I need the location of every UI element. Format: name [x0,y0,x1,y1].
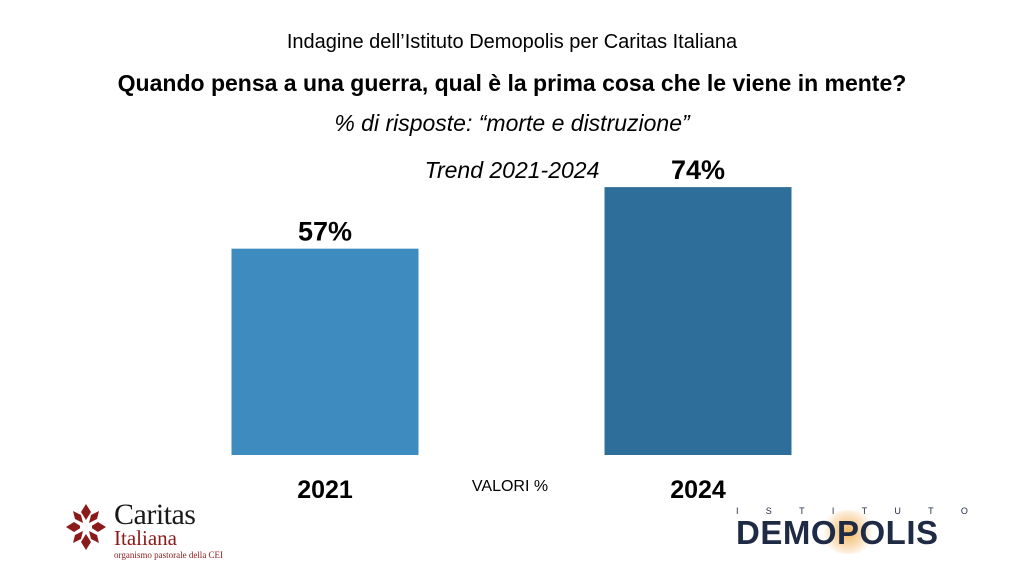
demopolis-logo-name: DEMOPOLIS [736,514,939,551]
caritas-logo-sub: Italiana [114,526,177,550]
demopolis-prefix-letter: O [960,506,968,516]
category-label: 2024 [670,476,726,504]
caritas-logo-tagline: organismo pastorale della CEI [114,550,224,560]
chart-title: Quando pensa a una guerra, qual è la pri… [117,70,907,96]
caritas-cross-icon [66,504,106,550]
demopolis-prefix-letter: T [928,506,934,516]
bar-value-label: 57% [298,217,352,247]
bar-2021 [231,248,419,455]
unit-note: VALORI % [471,478,549,495]
demopolis-prefix-letter: I [831,506,835,516]
demopolis-prefix-letter: U [894,506,901,516]
demopolis-prefix-letter: S [765,506,772,516]
category-label: 2021 [297,476,353,504]
chart-subtitle: % di risposte: “morte e distruzione” [334,110,690,136]
caritas-logo: Caritas Italiana organismo pastorale del… [64,498,244,564]
bar-2024 [604,187,792,455]
demopolis-logo: I S T I T U T O DEMOPOLIS [736,506,972,556]
caritas-logo-name: Caritas [114,498,196,531]
survey-source: Indagine dell’Istituto Demopolis per Car… [286,31,738,53]
trend-label: Trend 2021-2024 [424,157,600,183]
demopolis-glow-icon [820,510,876,554]
demopolis-prefix-letter: T [799,506,805,516]
demopolis-prefix-letter: T [861,506,868,516]
demopolis-prefix-letter: I [736,506,739,516]
bar-value-label: 74% [671,155,725,185]
